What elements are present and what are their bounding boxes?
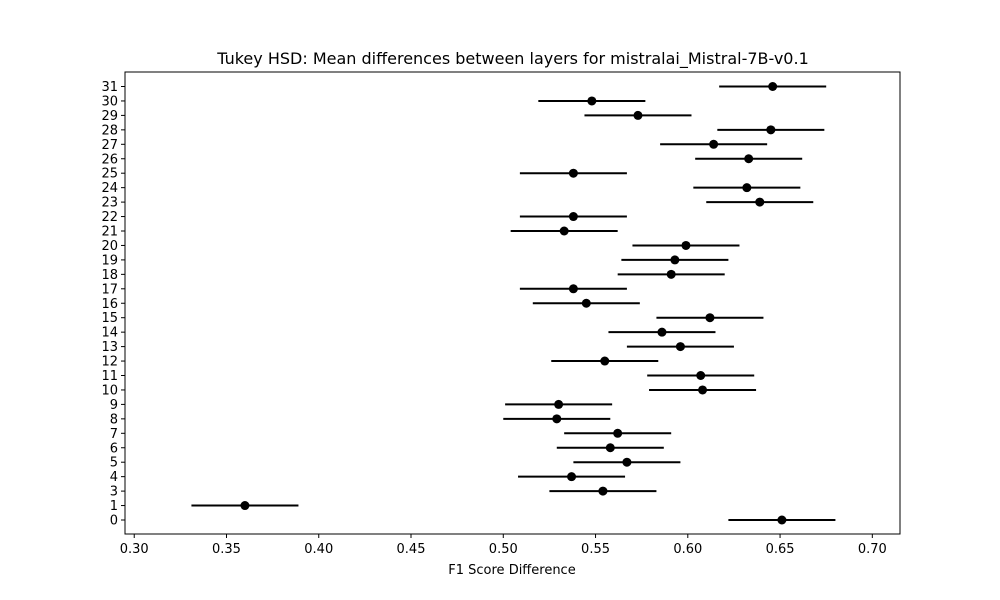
x-tick-label: 0.30 [120,542,149,557]
y-tick-label: 23 [101,196,118,211]
y-tick-label: 31 [101,80,118,95]
y-tick-label: 5 [110,456,118,471]
mean-point [559,226,569,236]
mean-point [755,197,765,207]
y-tick-label: 30 [101,94,118,109]
y-tick-label: 28 [101,123,118,138]
mean-point [598,486,608,496]
y-tick-label: 4 [110,470,118,485]
y-tick-label: 13 [101,340,118,355]
mean-point [709,139,719,149]
y-tick-label: 16 [101,297,118,312]
y-axis: 0134567891011121314151617181920212223242… [101,80,125,529]
y-tick-label: 8 [110,412,118,427]
y-tick-label: 22 [101,210,118,225]
mean-point [681,240,691,250]
y-tick-label: 7 [110,427,118,442]
mean-point [696,371,706,380]
mean-point [600,356,610,366]
mean-point [587,96,597,106]
x-tick-label: 0.65 [766,542,795,557]
y-tick-label: 11 [101,369,118,384]
y-tick-label: 10 [101,383,118,398]
y-tick-label: 26 [101,152,118,167]
chart-title: Tukey HSD: Mean differences between laye… [216,49,809,69]
y-tick-label: 0 [110,514,118,529]
y-tick-label: 17 [101,282,118,297]
x-tick-label: 0.35 [212,542,241,557]
mean-point [581,298,591,308]
x-axis-label: F1 Score Difference [448,563,575,578]
mean-point [768,82,778,91]
mean-point [742,183,752,193]
y-tick-label: 12 [101,355,118,370]
mean-point [766,125,776,135]
y-tick-label: 27 [101,138,118,153]
mean-point [675,342,685,352]
y-tick-label: 1 [110,499,118,514]
mean-point [605,443,615,453]
x-tick-label: 0.50 [489,542,518,557]
mean-point [657,327,667,337]
mean-point [777,515,787,525]
confidence-intervals [191,85,836,521]
mean-points [240,82,787,525]
x-tick-label: 0.45 [397,542,426,557]
y-tick-label: 19 [101,253,118,268]
mean-point [705,313,715,323]
y-tick-label: 24 [101,181,118,196]
mean-point [670,255,680,265]
mean-point [698,385,708,395]
y-tick-label: 21 [101,225,118,240]
x-axis: 0.30 0.35 0.40 0.45 0.50 0.55 0.60 0.65 0.70 [120,534,887,557]
y-tick-label: 20 [101,239,118,254]
y-tick-label: 25 [101,167,118,182]
y-tick-label: 9 [110,398,118,413]
x-tick-label: 0.70 [858,542,887,557]
y-tick-label: 15 [101,311,118,326]
mean-point [633,110,643,120]
y-tick-label: 3 [110,485,118,500]
mean-point [568,168,578,178]
x-tick-label: 0.55 [581,542,610,557]
x-tick-label: 0.60 [673,542,702,557]
x-tick-label: 0.40 [304,542,333,557]
y-tick-label: 6 [110,441,118,456]
mean-point [622,457,632,467]
mean-point [568,284,578,294]
y-tick-label: 14 [101,326,118,341]
mean-point [666,269,676,279]
mean-point [567,472,577,482]
mean-point [552,414,562,424]
mean-point [568,212,578,222]
mean-point [240,501,250,511]
mean-point [744,154,754,164]
mean-point [554,399,564,409]
y-tick-label: 29 [101,109,118,124]
y-tick-label: 18 [101,268,118,283]
mean-point [613,428,623,438]
plot-frame [124,71,901,535]
